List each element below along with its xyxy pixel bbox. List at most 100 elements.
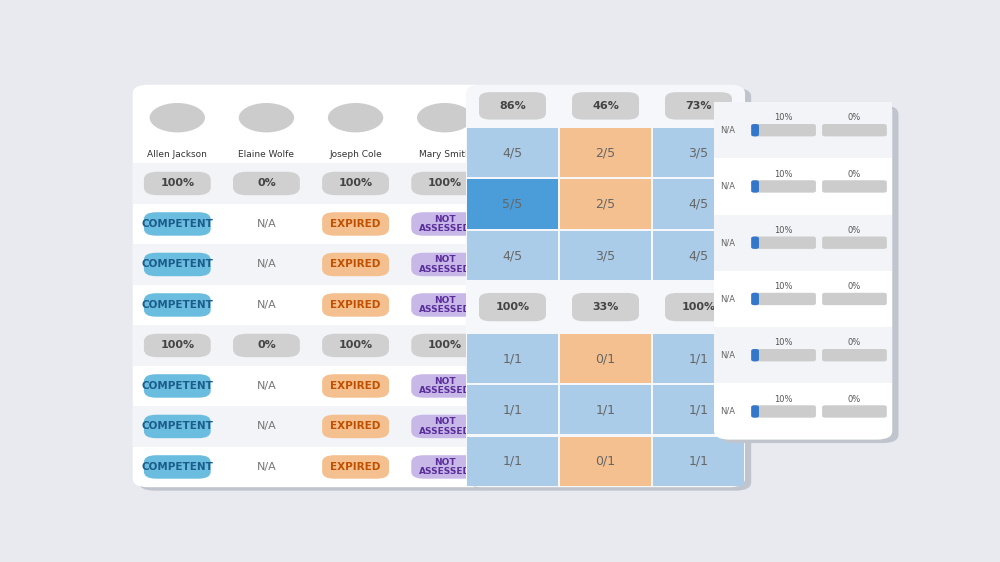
Text: 10%: 10% <box>774 395 793 404</box>
Text: EXPIRED: EXPIRED <box>330 260 381 269</box>
Text: NOT
ASSESSED: NOT ASSESSED <box>419 457 471 477</box>
Text: 0/1: 0/1 <box>595 352 616 365</box>
Text: 1/1: 1/1 <box>688 404 708 416</box>
Text: 3/5: 3/5 <box>595 249 616 262</box>
FancyBboxPatch shape <box>751 349 816 361</box>
FancyBboxPatch shape <box>560 231 651 280</box>
FancyBboxPatch shape <box>822 237 887 249</box>
Text: 0%: 0% <box>848 170 861 179</box>
Text: N/A: N/A <box>257 260 276 269</box>
FancyBboxPatch shape <box>560 179 651 229</box>
Text: 1/1: 1/1 <box>503 404 522 416</box>
FancyBboxPatch shape <box>714 327 892 383</box>
FancyBboxPatch shape <box>751 124 759 137</box>
Text: COMPETENT: COMPETENT <box>141 462 213 472</box>
FancyBboxPatch shape <box>411 253 478 276</box>
FancyBboxPatch shape <box>144 253 211 276</box>
Text: 10%: 10% <box>774 338 793 347</box>
FancyBboxPatch shape <box>133 85 489 487</box>
FancyBboxPatch shape <box>472 88 751 491</box>
FancyBboxPatch shape <box>559 282 652 333</box>
FancyBboxPatch shape <box>144 293 211 317</box>
FancyBboxPatch shape <box>322 374 389 398</box>
FancyBboxPatch shape <box>467 231 558 280</box>
Text: N/A: N/A <box>257 300 276 310</box>
FancyBboxPatch shape <box>467 437 558 486</box>
Text: N/A: N/A <box>257 219 276 229</box>
FancyBboxPatch shape <box>133 406 489 447</box>
FancyBboxPatch shape <box>467 334 558 383</box>
Text: N/A: N/A <box>720 182 735 191</box>
Text: N/A: N/A <box>720 294 735 303</box>
FancyBboxPatch shape <box>133 244 489 285</box>
FancyBboxPatch shape <box>322 253 389 276</box>
Circle shape <box>237 101 296 134</box>
Text: 1/1: 1/1 <box>503 455 522 468</box>
FancyBboxPatch shape <box>751 237 759 249</box>
Text: 100%: 100% <box>428 179 462 188</box>
FancyBboxPatch shape <box>751 405 759 418</box>
FancyBboxPatch shape <box>665 293 732 321</box>
FancyBboxPatch shape <box>144 172 211 195</box>
FancyBboxPatch shape <box>822 124 887 137</box>
FancyBboxPatch shape <box>144 455 211 479</box>
Text: 1/1: 1/1 <box>503 352 522 365</box>
Text: 4/5: 4/5 <box>688 249 709 262</box>
FancyBboxPatch shape <box>822 180 887 193</box>
Text: 0%: 0% <box>848 114 861 123</box>
FancyBboxPatch shape <box>467 179 558 229</box>
FancyBboxPatch shape <box>751 237 816 249</box>
Text: 86%: 86% <box>499 101 526 111</box>
Text: NOT
ASSESSED: NOT ASSESSED <box>419 215 471 233</box>
FancyBboxPatch shape <box>751 180 816 193</box>
FancyBboxPatch shape <box>322 415 389 438</box>
Text: 4/5: 4/5 <box>688 198 709 211</box>
FancyBboxPatch shape <box>572 293 639 321</box>
FancyBboxPatch shape <box>652 282 745 333</box>
FancyBboxPatch shape <box>322 293 389 317</box>
Text: EXPIRED: EXPIRED <box>330 219 381 229</box>
Text: N/A: N/A <box>257 462 276 472</box>
Text: 46%: 46% <box>592 101 619 111</box>
Text: 1/1: 1/1 <box>688 455 708 468</box>
FancyBboxPatch shape <box>411 212 478 235</box>
Text: 100%: 100% <box>338 341 373 351</box>
FancyBboxPatch shape <box>467 385 558 434</box>
FancyBboxPatch shape <box>665 92 732 120</box>
FancyBboxPatch shape <box>653 334 744 383</box>
Text: EXPIRED: EXPIRED <box>330 300 381 310</box>
FancyBboxPatch shape <box>653 179 744 229</box>
FancyBboxPatch shape <box>479 92 546 120</box>
Text: 100%: 100% <box>338 179 373 188</box>
FancyBboxPatch shape <box>560 437 651 486</box>
Text: EXPIRED: EXPIRED <box>330 381 381 391</box>
Text: 4/5: 4/5 <box>502 249 523 262</box>
Text: 0/1: 0/1 <box>595 455 616 468</box>
FancyBboxPatch shape <box>322 212 389 235</box>
Text: 0%: 0% <box>257 341 276 351</box>
FancyBboxPatch shape <box>714 215 892 271</box>
Text: 2/5: 2/5 <box>595 198 616 211</box>
Text: 73%: 73% <box>685 101 712 111</box>
Circle shape <box>326 101 385 134</box>
FancyBboxPatch shape <box>572 92 639 120</box>
Text: 1/1: 1/1 <box>596 404 616 416</box>
Text: 0%: 0% <box>848 282 861 291</box>
Text: NOT
ASSESSED: NOT ASSESSED <box>419 377 471 395</box>
FancyBboxPatch shape <box>560 385 651 434</box>
FancyBboxPatch shape <box>144 415 211 438</box>
Text: 100%: 100% <box>681 302 716 312</box>
FancyBboxPatch shape <box>322 334 389 357</box>
Text: Allen Jackson: Allen Jackson <box>147 150 207 159</box>
FancyBboxPatch shape <box>466 282 559 333</box>
FancyBboxPatch shape <box>751 180 759 193</box>
FancyBboxPatch shape <box>653 437 744 486</box>
Text: Joseph Cole: Joseph Cole <box>329 150 382 159</box>
Text: 10%: 10% <box>774 226 793 235</box>
FancyBboxPatch shape <box>411 415 478 438</box>
Text: 4/5: 4/5 <box>502 146 523 159</box>
Text: COMPETENT: COMPETENT <box>141 219 213 229</box>
Text: 100%: 100% <box>428 341 462 351</box>
Text: NOT
ASSESSED: NOT ASSESSED <box>419 417 471 436</box>
FancyBboxPatch shape <box>479 293 546 321</box>
